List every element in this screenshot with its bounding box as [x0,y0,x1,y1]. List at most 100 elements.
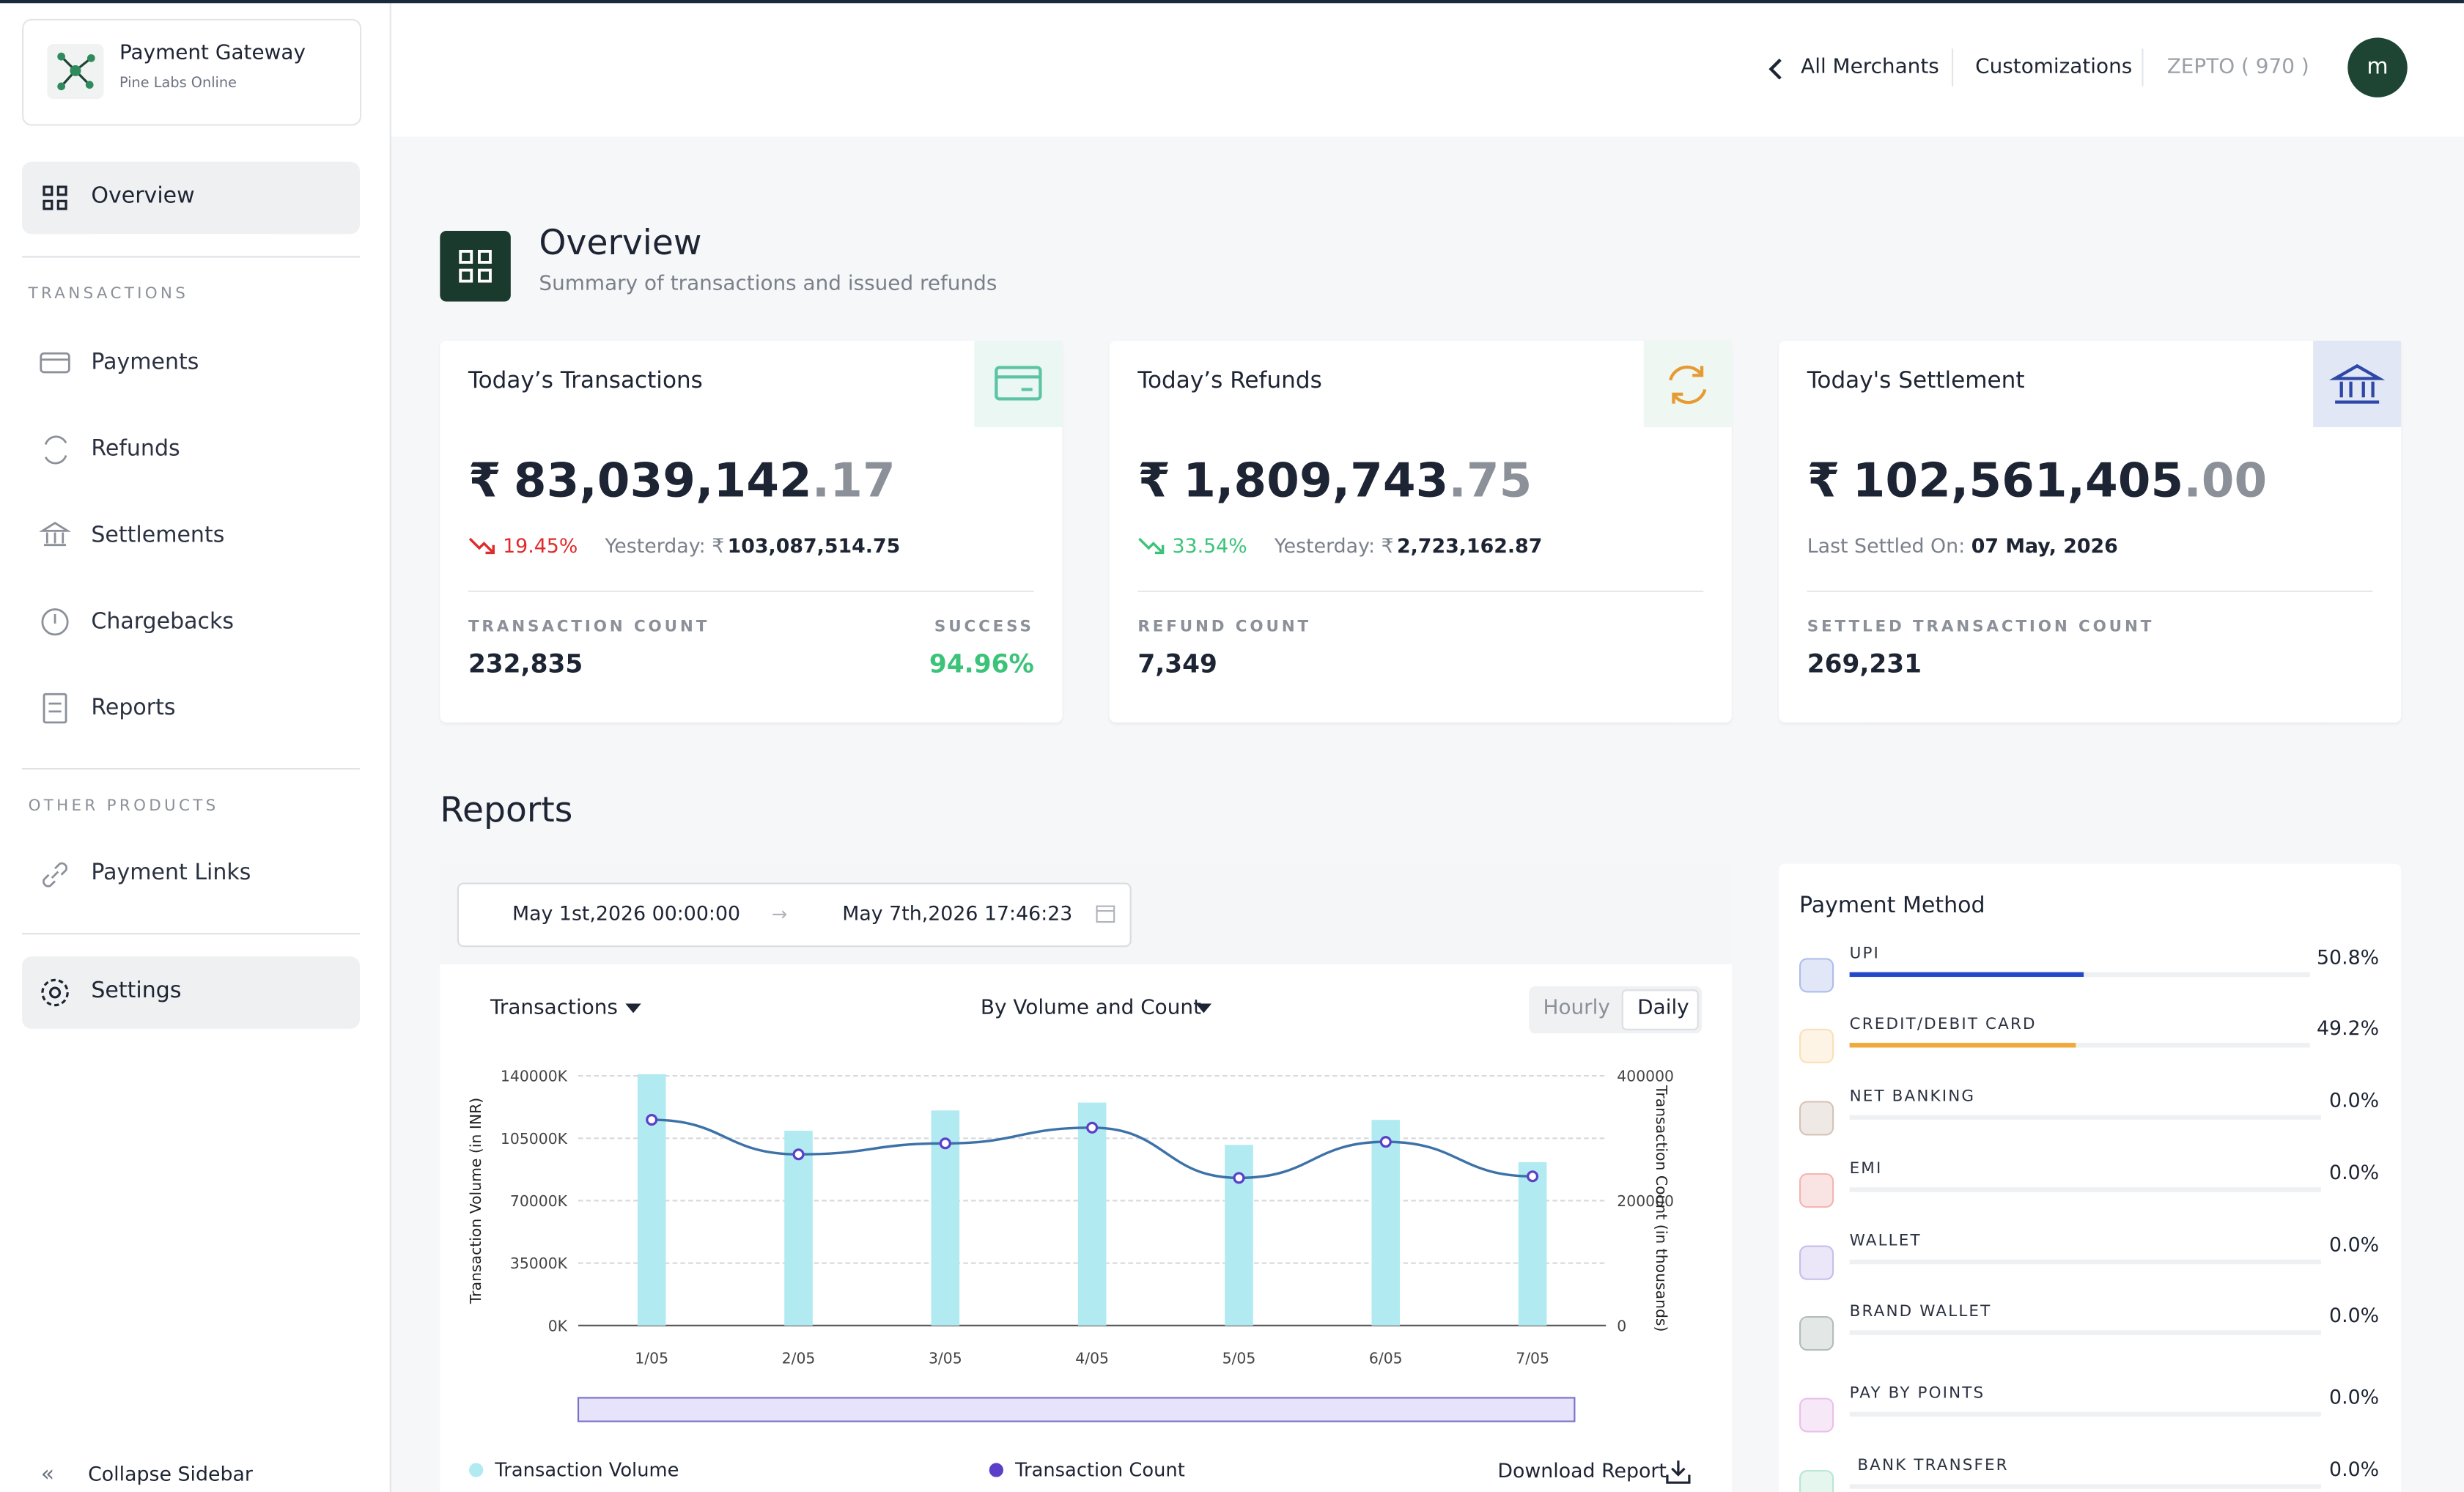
stat-value: 94.96% [929,649,1034,679]
customizations[interactable]: Customizations [1975,56,2133,80]
merchant: ZEPTO ( 970 ) [2166,56,2309,80]
method-name: WALLET [1849,1233,1922,1250]
avatar-letter: m [2367,55,2389,81]
divider [22,933,360,935]
compare-value: 103,087,514.75 [727,533,901,558]
calendar-icon[interactable] [1095,903,1115,923]
date-to[interactable]: May 7th,2026 17:46:23 [842,901,1073,925]
nav-item[interactable]: Payments [91,350,199,376]
bar [1849,972,2084,978]
method-percent: 0.0% [2329,1087,2380,1112]
page-title: Overview [539,224,702,265]
download-icon[interactable] [1666,1459,1691,1484]
page-icon [440,231,511,302]
compare-currency: ₹ [1381,533,1394,558]
currency: ₹ [1807,454,1840,509]
amount-decimals: .75 [1448,454,1532,509]
point [1527,1170,1539,1183]
toggle-daily[interactable]: Daily [1637,996,1689,1021]
bar [1225,1145,1253,1326]
method-icon [1799,1470,1834,1492]
method-icon [1799,958,1834,993]
legend-label: Transaction Count [1014,1460,1185,1482]
amount-main: 102,561,405 [1852,454,2184,509]
date-picker[interactable] [457,882,1132,948]
compare: Yesterday: ₹2,723,162.87 [1275,536,1543,556]
bar [784,1131,813,1326]
stat-value: 232,835 [468,649,583,679]
method-name: CREDIT/DEBIT CARD [1849,1016,2037,1034]
amount: ₹83,039,142.17 [468,458,896,506]
dropdown-caret[interactable] [624,1002,643,1014]
amount-main: 83,039,142 [513,454,812,509]
amount-main: 1,809,743 [1183,454,1449,509]
section-title: Reports [440,791,573,831]
avatar[interactable] [2347,37,2408,97]
dropdown-caret[interactable] [1195,1002,1214,1014]
y-tick-label: 35000K [510,1255,568,1272]
back-icon[interactable] [1766,56,1785,81]
collapse-sidebar[interactable]: Collapse Sidebar [88,1461,253,1485]
method-percent: 0.0% [2329,1303,2380,1327]
date-from[interactable]: May 1st,2026 00:00:00 [512,901,741,925]
method-name: NET BANKING [1849,1088,1976,1106]
toggle-hourly[interactable]: Hourly [1543,996,1610,1021]
x-tick-label: 1/05 [635,1349,668,1367]
legend-label: Transaction Volume [494,1460,679,1482]
card-icon [974,341,1063,427]
nav-item[interactable]: Chargebacks [91,609,235,635]
grid-icon [459,249,492,283]
trend-arrow [1138,537,1165,555]
point [939,1137,951,1150]
nav-item[interactable]: Overview [91,183,195,210]
method-icon [1799,1245,1834,1280]
method-percent: 0.0% [2329,1232,2380,1257]
brand-box[interactable] [22,18,362,126]
nav-active[interactable] [22,956,360,1029]
all-merchants[interactable]: All Merchants [1801,56,1939,80]
nav-icon [43,185,67,210]
stat-label: REFUND COUNT [1137,618,1312,636]
nav-active[interactable] [22,161,360,234]
y2-tick-label: 200000 [1617,1192,1674,1210]
point [1379,1136,1392,1148]
zoom-slider [577,1397,1576,1422]
nav-item[interactable]: Payment Links [91,860,251,886]
nav-item[interactable]: Settings [91,978,182,1004]
bar-track [1849,1115,2321,1120]
chart: 0K 35000K 70000K 105000K 140000K 0 200000 40000… [467,1068,1674,1482]
stat-label: TRANSACTION COUNT [468,618,710,636]
compare: Yesterday: ₹103,087,514.75 [605,536,900,556]
metric-select[interactable]: Transactions [490,996,618,1021]
amount-decimals: .17 [811,454,896,509]
x-tick-label: 3/05 [929,1349,962,1367]
icon [1669,365,1707,405]
nav-item[interactable]: Refunds [91,436,180,462]
point [1086,1121,1099,1134]
icon [2329,363,2386,404]
amount: ₹102,561,405.00 [1807,458,2268,506]
y-tick-label: 140000K [501,1068,568,1085]
bar [1518,1162,1547,1326]
window-edge [0,0,2464,4]
trend-arrow [468,537,495,555]
stat-value: 269,231 [1807,649,1922,679]
amount: ₹1,809,743.75 [1137,458,1532,506]
bar-track [1849,1043,2310,1048]
legend-swatch [469,1463,484,1477]
download-report[interactable]: Download Report [1497,1458,1667,1482]
separator [1951,48,1954,86]
mode-select[interactable]: By Volume and Count [980,996,1202,1021]
point [792,1148,805,1161]
nav-item[interactable]: Reports [91,695,176,721]
method-icon [1799,1316,1834,1351]
method-name: BRAND WALLET [1849,1303,1992,1321]
y-tick-label: 70000K [510,1192,568,1210]
nav-item[interactable]: Settlements [91,522,225,548]
y2-tick-label: 0 [1617,1317,1626,1334]
kpi-card [1109,341,1732,723]
x-tick-label: 5/05 [1222,1349,1256,1367]
compare-label: Yesterday: [605,533,706,558]
kpi-card [1779,341,2402,723]
